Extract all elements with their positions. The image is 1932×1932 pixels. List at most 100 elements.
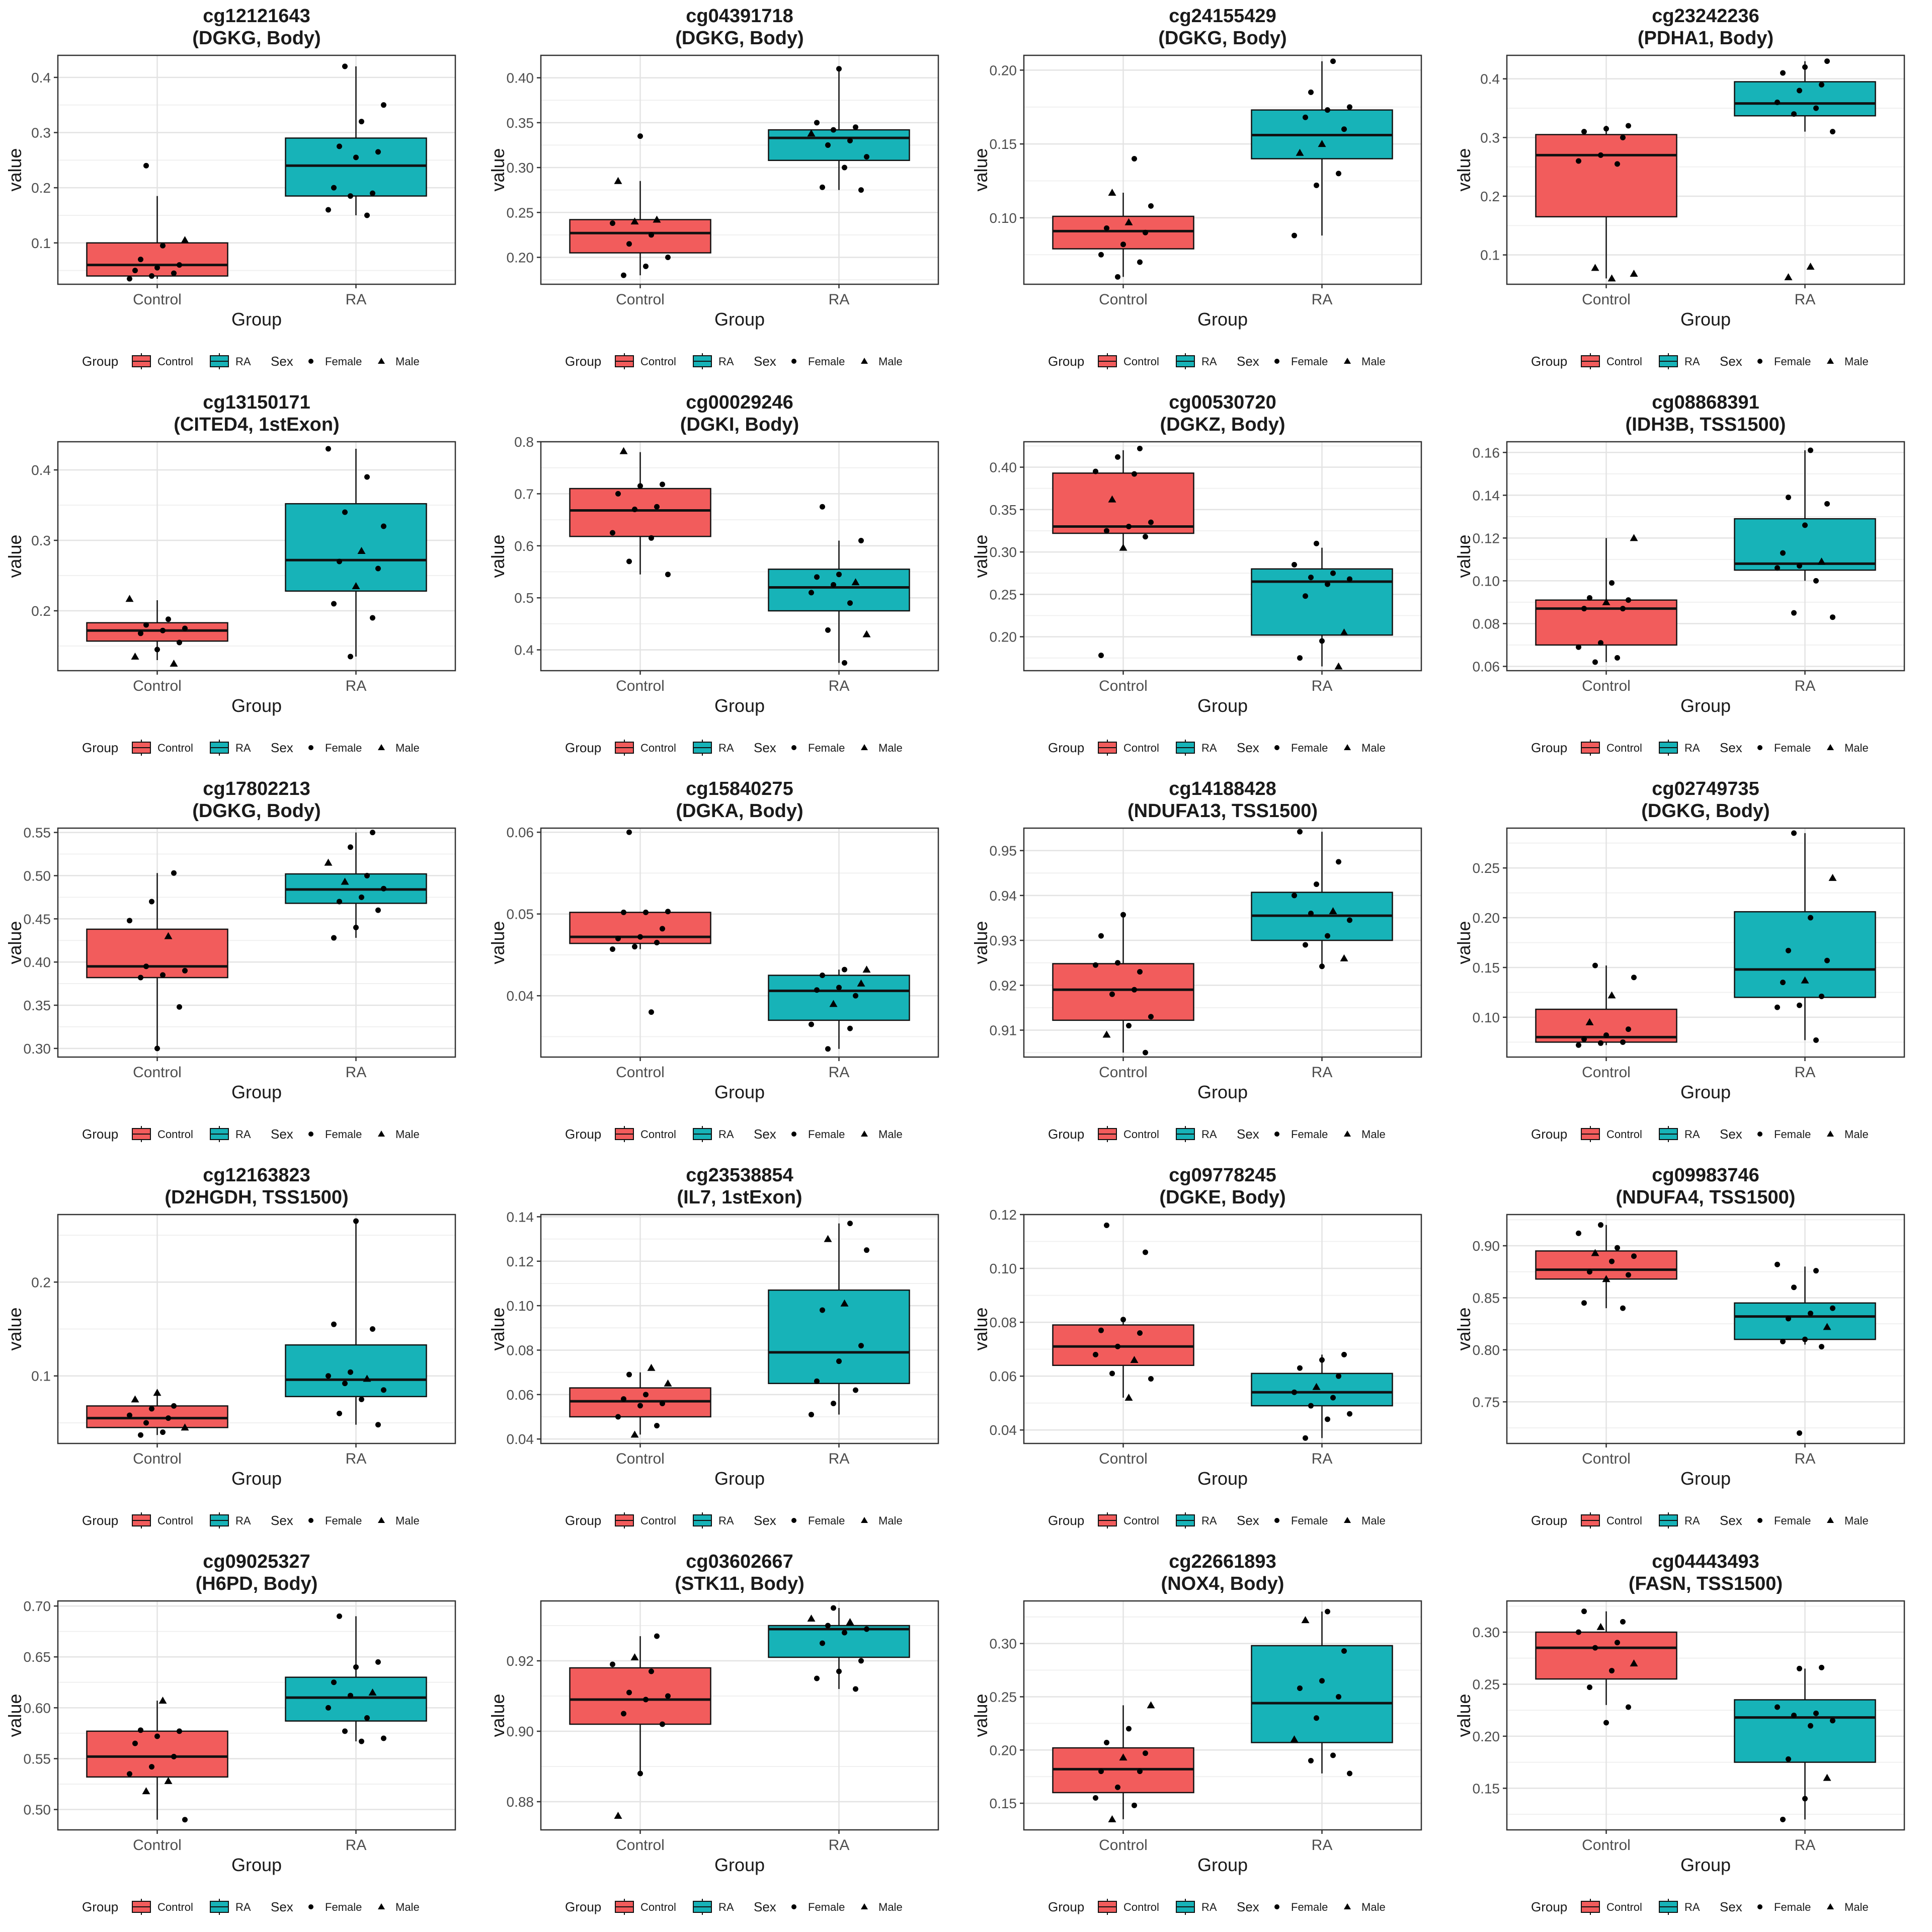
plot-background [1024,55,1421,284]
point-male [324,858,333,866]
legend-key-female [1757,359,1762,364]
x-tick-label: Control [1099,291,1148,308]
plot-frame [1023,441,1422,672]
point-female [1581,129,1587,135]
legend-key-male [378,358,385,364]
y-tick-label: 0.25 [1473,860,1500,876]
point-female [1104,528,1109,534]
legend: Group Control RA Sex Female Male [82,740,420,756]
panel-title: cg24155429 [1169,6,1276,27]
point-female [1615,161,1620,167]
panel-subtitle: (DGKG, Body) [192,800,320,822]
point-female [864,1626,869,1632]
legend-label-Female: Female [325,1128,362,1141]
panel-subtitle: (DGKE, Body) [1159,1187,1285,1208]
point-female [1319,1357,1325,1363]
point-female [138,630,143,636]
y-tick-label: 0.20 [990,629,1017,645]
x-tick-label: Control [616,1451,665,1467]
legend: Group Control RA Sex Female Male [1531,1126,1869,1142]
point-female [847,600,853,606]
y-axis-label: value [5,148,25,191]
legend-sex-title: Sex [1237,1899,1259,1914]
y-tick-label: 0.30 [990,1636,1017,1652]
y-tick-label: 0.20 [1473,1729,1500,1744]
point-female [1808,1723,1813,1729]
point-female [331,1679,337,1685]
legend-key-female [308,1518,313,1523]
point-female [375,907,381,913]
panel-subtitle: (DGKG, Body) [675,28,803,49]
legend-label-Female: Female [1774,355,1811,368]
point-female [1308,575,1314,581]
point-female [1132,155,1137,162]
plot-frame [1506,1600,1905,1831]
point-female [1576,158,1581,164]
x-tick-label: RA [1312,291,1333,308]
point-female [1786,495,1791,501]
legend-sex-title: Sex [1237,740,1259,755]
y-tick-label: 0.70 [24,1598,51,1614]
point-male [630,217,639,225]
point-female [154,647,160,653]
point-male [862,965,871,973]
point-female [375,1422,381,1428]
legend-key-male [861,358,868,364]
y-tick-label: 0.4 [1480,71,1500,87]
point-male [1334,662,1343,670]
point-female [831,1605,836,1611]
panel-cg00530720: cg00530720(DGKZ, Body) 0.20 0.25 0.30 0.35 0.… [971,392,1422,756]
legend-label-Control: Control [1606,742,1642,754]
y-tick-label: 0.3 [1480,130,1500,145]
y-tick-label: 0.15 [990,1796,1017,1811]
point-female [1813,578,1819,584]
legend-label-RA: RA [235,355,251,368]
x-tick-label: Control [133,1837,182,1854]
point-female [1786,1756,1791,1762]
point-male [1596,1623,1605,1630]
x-axis-label: Group [1197,309,1248,330]
point-female [353,924,359,930]
point-female [370,830,375,836]
point-male [1607,991,1616,999]
legend-key-female [308,745,313,750]
point-female [359,894,364,900]
legend-key-female [1757,745,1762,750]
panel-title: cg14188428 [1169,778,1276,799]
y-tick-label: 0.55 [24,1751,51,1766]
point-female [643,1697,649,1703]
y-tick-label: 0.93 [990,933,1017,948]
point-male [807,1615,816,1622]
point-male [1124,218,1133,225]
point-female [375,566,381,572]
legend-label-RA: RA [718,1128,734,1141]
y-axis-label: value [971,1307,991,1350]
point-female [853,124,858,130]
point-female [1631,1253,1637,1259]
point-female [337,1613,342,1619]
y-tick-label: 0.10 [507,1298,534,1314]
panel-cg12121643: cg12121643(DGKG, Body) 0.1 0.2 0.3 0.4 Contro… [5,6,456,369]
point-female [1609,580,1615,586]
point-female [1609,1258,1615,1264]
legend: Group Control RA Sex Female Male [565,740,903,756]
panel-title: cg15840275 [686,778,793,799]
legend-label-Male: Male [1844,742,1869,754]
point-female [182,625,188,631]
legend-label-RA: RA [235,1901,251,1913]
y-tick-label: 0.30 [507,160,534,176]
point-male [664,1379,672,1387]
point-female [1297,655,1303,661]
point-female [1148,1376,1154,1382]
y-axis-label: value [488,148,508,191]
box-RA [1251,568,1393,636]
y-tick-label: 0.1 [1480,248,1500,263]
point-female [1813,1710,1819,1716]
point-female [820,1307,825,1313]
panel-cg09778245: cg09778245(DGKE, Body) 0.04 0.06 0.08 0.10 0.… [971,1165,1422,1528]
plot-frame [1023,1214,1422,1444]
legend-label-Control: Control [1123,355,1159,368]
panel-subtitle: (NDUFA13, TSS1500) [1128,800,1318,822]
x-axis-label: Group [1197,1082,1248,1102]
panel-title: cg02749735 [1652,778,1759,799]
